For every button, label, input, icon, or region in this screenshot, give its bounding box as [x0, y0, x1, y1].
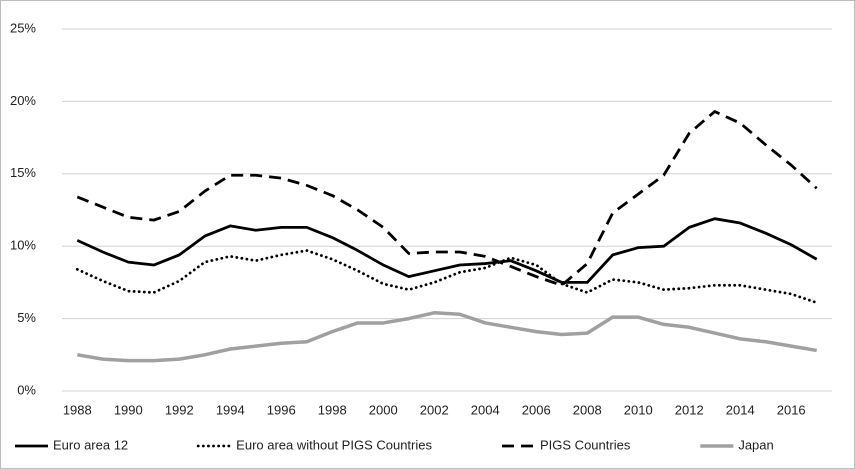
x-tick-label: 2002	[420, 402, 449, 417]
y-tick-label: 20%	[10, 93, 36, 108]
legend-label: PIGS Countries	[540, 437, 631, 452]
x-tick-label: 2010	[624, 402, 653, 417]
legend-label: Japan	[738, 437, 773, 452]
series-line	[77, 311, 817, 363]
y-tick-label: 15%	[10, 165, 36, 180]
x-tick-label: 1992	[165, 402, 194, 417]
x-tick-label: 2016	[777, 402, 806, 417]
x-tick-label: 2014	[726, 402, 755, 417]
series-line	[76, 217, 818, 284]
series-line	[75, 249, 819, 305]
y-tick-label: 25%	[10, 20, 36, 35]
y-tick-label: 5%	[17, 310, 36, 325]
x-tick-label: 2006	[522, 402, 551, 417]
x-tick-label: 2004	[471, 402, 500, 417]
x-tick-label: 1988	[63, 402, 92, 417]
x-tick-label: 2012	[675, 402, 704, 417]
series-line	[76, 110, 818, 287]
x-tick-label: 2008	[573, 402, 602, 417]
y-tick-label: 0%	[17, 382, 36, 397]
x-tick-label: 2000	[369, 402, 398, 417]
x-tick-label: 1990	[114, 402, 143, 417]
legend-label: Euro area 12	[53, 437, 128, 452]
x-tick-label: 1994	[216, 402, 245, 417]
legend-label: Euro area without PIGS Countries	[236, 437, 432, 452]
x-tick-label: 1998	[318, 402, 347, 417]
y-tick-label: 10%	[10, 238, 36, 253]
x-tick-label: 1996	[267, 402, 296, 417]
